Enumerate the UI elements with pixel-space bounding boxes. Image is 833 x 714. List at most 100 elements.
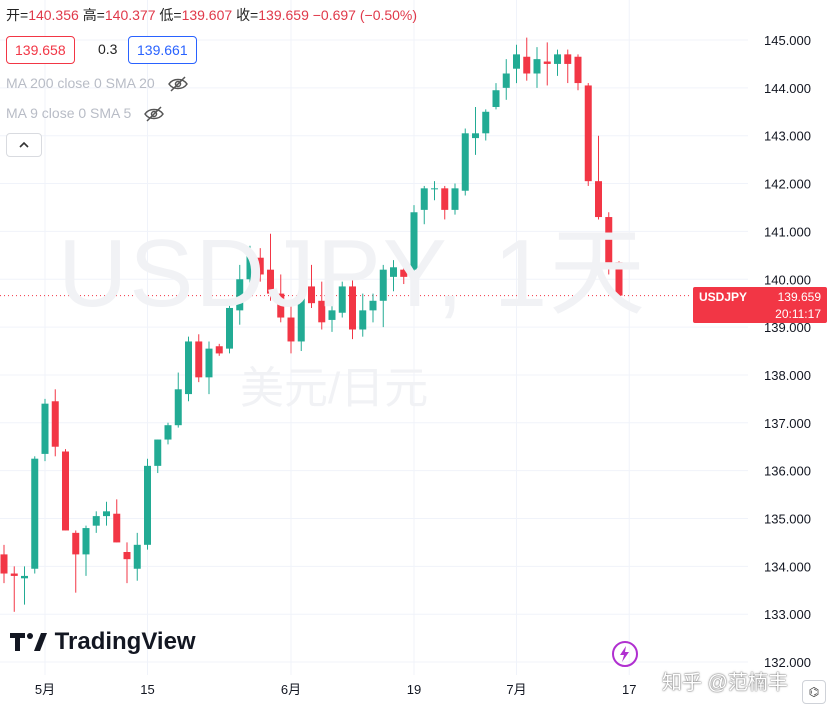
candle: [256, 248, 264, 282]
zhihu-watermark: 知乎 @范楠丰: [662, 672, 788, 694]
eye-hidden-icon[interactable]: [167, 76, 189, 92]
candle-body: [564, 54, 572, 64]
candle-body: [41, 403, 49, 454]
candle-body: [195, 341, 203, 378]
candle-body: [287, 317, 295, 342]
price-axis: 145.000 144.000 143.000 142.000 141.000 140.0…: [764, 33, 811, 670]
candle: [543, 42, 551, 86]
candle-body: [72, 532, 80, 555]
candle-body: [615, 262, 623, 296]
candle-body: [10, 573, 18, 576]
candle-body: [215, 346, 223, 354]
grid-lines: [0, 0, 748, 675]
tradingview-logo-icon: [10, 633, 47, 651]
candle: [144, 458, 151, 550]
candle: [215, 343, 223, 356]
candle: [615, 261, 623, 299]
y-tick-label: 142.000: [764, 177, 811, 192]
candle: [133, 532, 141, 581]
candle-body: [92, 516, 100, 526]
candle: [502, 59, 510, 100]
candle-body: [267, 269, 274, 294]
candle-body: [144, 465, 151, 545]
candle: [584, 83, 592, 186]
candle: [41, 398, 49, 462]
candle: [92, 511, 100, 533]
candle-body: [502, 73, 510, 88]
candle: [410, 205, 418, 275]
candle-body: [431, 188, 438, 190]
candle-body: [82, 528, 90, 555]
lightning-icon[interactable]: [612, 641, 638, 667]
candle: [21, 566, 28, 605]
candle-body: [451, 188, 459, 210]
candle: [554, 49, 561, 76]
indicator-ma9[interactable]: MA 9 close 0 SMA 5: [6, 105, 165, 122]
candle: [62, 449, 69, 531]
y-tick-label: 143.000: [764, 129, 811, 144]
candle-body: [492, 90, 500, 107]
candle: [431, 181, 438, 201]
high-value: 140.377: [104, 7, 156, 23]
low-label: 低=: [159, 7, 182, 23]
candle: [82, 525, 90, 576]
sell-price-button[interactable]: 139.658: [6, 36, 75, 64]
candle: [472, 106, 479, 155]
last-price-symbol: USDJPY: [699, 290, 748, 304]
x-tick-label: 6月: [281, 682, 301, 697]
indicator-ma200-label: MA 200 close 0 SMA 20: [6, 75, 155, 91]
y-tick-label: 145.000: [764, 33, 811, 48]
candle: [595, 135, 602, 220]
y-tick-label: 136.000: [764, 464, 811, 479]
eye-hidden-icon[interactable]: [143, 106, 165, 122]
candle-body: [226, 307, 233, 349]
ohlc-legend: 开=140.356 高=140.377 低=139.607 收=139.659 …: [6, 5, 417, 25]
candle-body: [369, 300, 377, 311]
candle: [277, 274, 285, 323]
candle: [164, 422, 172, 445]
spread-value: 0.3: [98, 41, 118, 57]
candle-body: [359, 310, 367, 330]
chart-settings-icon: ⌬: [808, 685, 820, 699]
indicator-ma200[interactable]: MA 200 close 0 SMA 20: [6, 75, 189, 92]
candle: [390, 260, 397, 292]
candle-body: [164, 425, 172, 440]
candle: [605, 212, 613, 275]
x-tick-label: 15: [140, 682, 154, 697]
candle: [185, 336, 192, 402]
buy-price-button[interactable]: 139.661: [128, 36, 197, 64]
candle-body: [113, 513, 121, 543]
open-label: 开=: [6, 7, 29, 23]
candle-body: [410, 212, 418, 270]
candle: [533, 47, 541, 88]
candle: [523, 37, 531, 81]
candle: [0, 544, 8, 584]
candle: [482, 109, 490, 141]
candle-body: [21, 575, 28, 579]
low-value: 139.607: [181, 7, 233, 23]
candle-body: [297, 295, 305, 342]
close-value: 139.659: [258, 7, 309, 23]
candle-body: [123, 551, 131, 560]
y-tick-label: 134.000: [764, 559, 811, 574]
candle-body: [31, 458, 39, 569]
x-tick-label: 17: [622, 682, 636, 697]
candle-body: [574, 56, 582, 84]
candle: [400, 262, 408, 285]
collapse-legend-button[interactable]: [6, 133, 42, 157]
candle: [236, 264, 244, 325]
candle-body: [133, 544, 141, 569]
y-tick-label: 140.000: [764, 272, 811, 287]
tradingview-logo[interactable]: TradingView: [10, 628, 196, 656]
auto-scale-button[interactable]: ⌬: [802, 680, 826, 704]
candle: [72, 530, 80, 593]
y-tick-label: 141.000: [764, 224, 811, 239]
candle-body: [390, 267, 397, 277]
candle: [195, 334, 203, 383]
candle-body: [420, 188, 428, 210]
candle-body: [174, 389, 182, 426]
candle: [226, 300, 233, 354]
candle-body: [482, 111, 490, 134]
candle-body: [595, 181, 602, 218]
